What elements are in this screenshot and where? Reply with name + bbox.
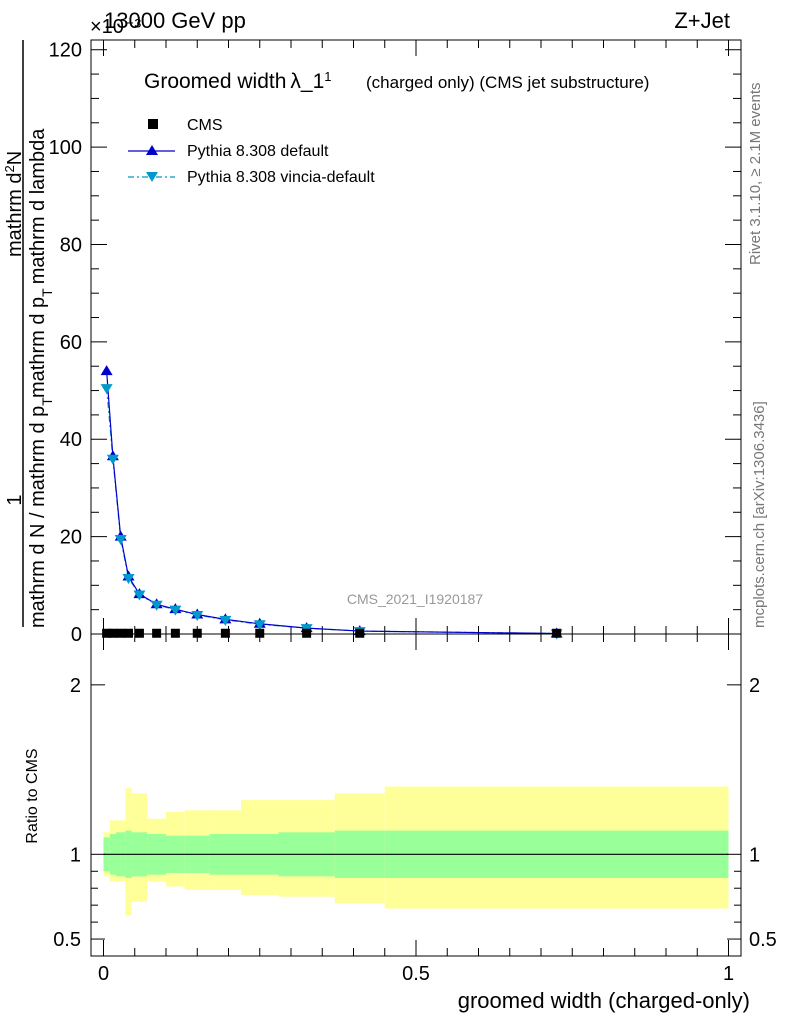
point-cms <box>124 628 133 638</box>
ratio-tick-label-right: 2 <box>749 675 760 697</box>
legend-cms-label: CMS <box>187 117 223 134</box>
energy-label: 13000 GeV pp <box>104 8 246 33</box>
mcplots-label: mcplots.cern.ch [arXiv:1306.3436] <box>751 401 768 628</box>
series-default-line <box>106 371 557 635</box>
x-tick-label: 1 <box>723 963 734 985</box>
point-vincia <box>133 590 146 601</box>
point-vincia <box>122 574 135 585</box>
analysis-watermark: CMS_2021_I1920187 <box>347 591 483 607</box>
point-cms <box>108 628 118 638</box>
ratio-tick-label-right: 0.5 <box>749 929 777 951</box>
point-vincia <box>106 454 119 465</box>
point-cms <box>170 628 180 638</box>
point-vincia <box>114 535 127 546</box>
y-tick-label: 100 <box>49 137 82 159</box>
ratio-frame <box>90 633 742 957</box>
ratio-tick-label-left: 1 <box>70 844 81 866</box>
y-tick-label: 120 <box>49 40 82 62</box>
legend-cms-marker <box>148 119 158 129</box>
point-cms <box>220 628 230 638</box>
point-vincia <box>253 620 266 631</box>
ratio-tick-label-left: 0.5 <box>53 929 81 951</box>
ylabel-denominator: mathrm d N / mathrm d pT <box>27 397 55 628</box>
plot-title: Groomed width λ_11 (charged only) (CMS je… <box>144 69 649 94</box>
y-tick-label: 60 <box>60 332 82 354</box>
point-cms <box>152 628 162 638</box>
legend-default-marker <box>146 145 158 155</box>
x-tick-label: 0.5 <box>402 963 430 985</box>
point-cms <box>116 628 126 638</box>
y-tick-label: 80 <box>60 234 82 256</box>
point-vincia <box>169 605 182 616</box>
point-vincia <box>191 611 204 622</box>
point-vincia <box>100 384 113 395</box>
point-vincia <box>150 600 163 611</box>
point-cms <box>355 628 365 638</box>
point-cms <box>302 628 312 638</box>
ylabel-right-numerator: mathrm d2N <box>2 151 27 257</box>
exponent-label: ×10⁻³ <box>90 16 141 38</box>
title-main: Groomed width λ_11 <box>144 69 332 94</box>
x-axis-label: groomed width (charged-only) <box>458 988 750 1013</box>
y-tick-label: 20 <box>60 527 82 549</box>
y-tick-label: 0 <box>71 624 82 646</box>
point-cms <box>134 628 144 638</box>
ratio-tick-label-right: 1 <box>749 844 760 866</box>
y-axis-label: 1 mathrm d N / mathrm d pT mathrm d2N ma… <box>2 40 55 628</box>
series-vincia-line <box>106 388 557 635</box>
point-cms <box>552 628 562 638</box>
legend: CMS Pythia 8.308 default Pythia 8.308 vi… <box>128 117 375 186</box>
point-cms <box>102 628 112 638</box>
ylabel-numerator: 1 <box>4 494 26 505</box>
point-cms <box>255 628 265 638</box>
ratio-tick-label-left: 2 <box>70 675 81 697</box>
legend-vincia-label: Pythia 8.308 vincia-default <box>187 169 375 186</box>
ratio-plot-area: 0.5 0.5 1 1 2 2 0 0.5 1 <box>53 634 777 985</box>
point-default <box>100 365 113 376</box>
x-tick-label: 0 <box>98 963 109 985</box>
ratio-axis-label: Ratio to CMS <box>24 748 41 843</box>
title-note: (charged only) (CMS jet substructure) <box>366 73 649 92</box>
ylabel-right-denominator: mathrm d pTmathrm d lambda <box>27 128 55 398</box>
point-vincia <box>219 615 232 626</box>
process-label: Z+Jet <box>674 8 730 33</box>
y-tick-label: 40 <box>60 429 82 451</box>
main-plot-area: 0 20 40 60 80 100 120 <box>49 40 741 646</box>
point-cms <box>192 628 202 638</box>
legend-vincia-marker <box>146 172 158 182</box>
legend-default-label: Pythia 8.308 default <box>187 143 329 160</box>
rivet-label: Rivet 3.1.10, ≥ 2.1M events <box>747 83 764 266</box>
